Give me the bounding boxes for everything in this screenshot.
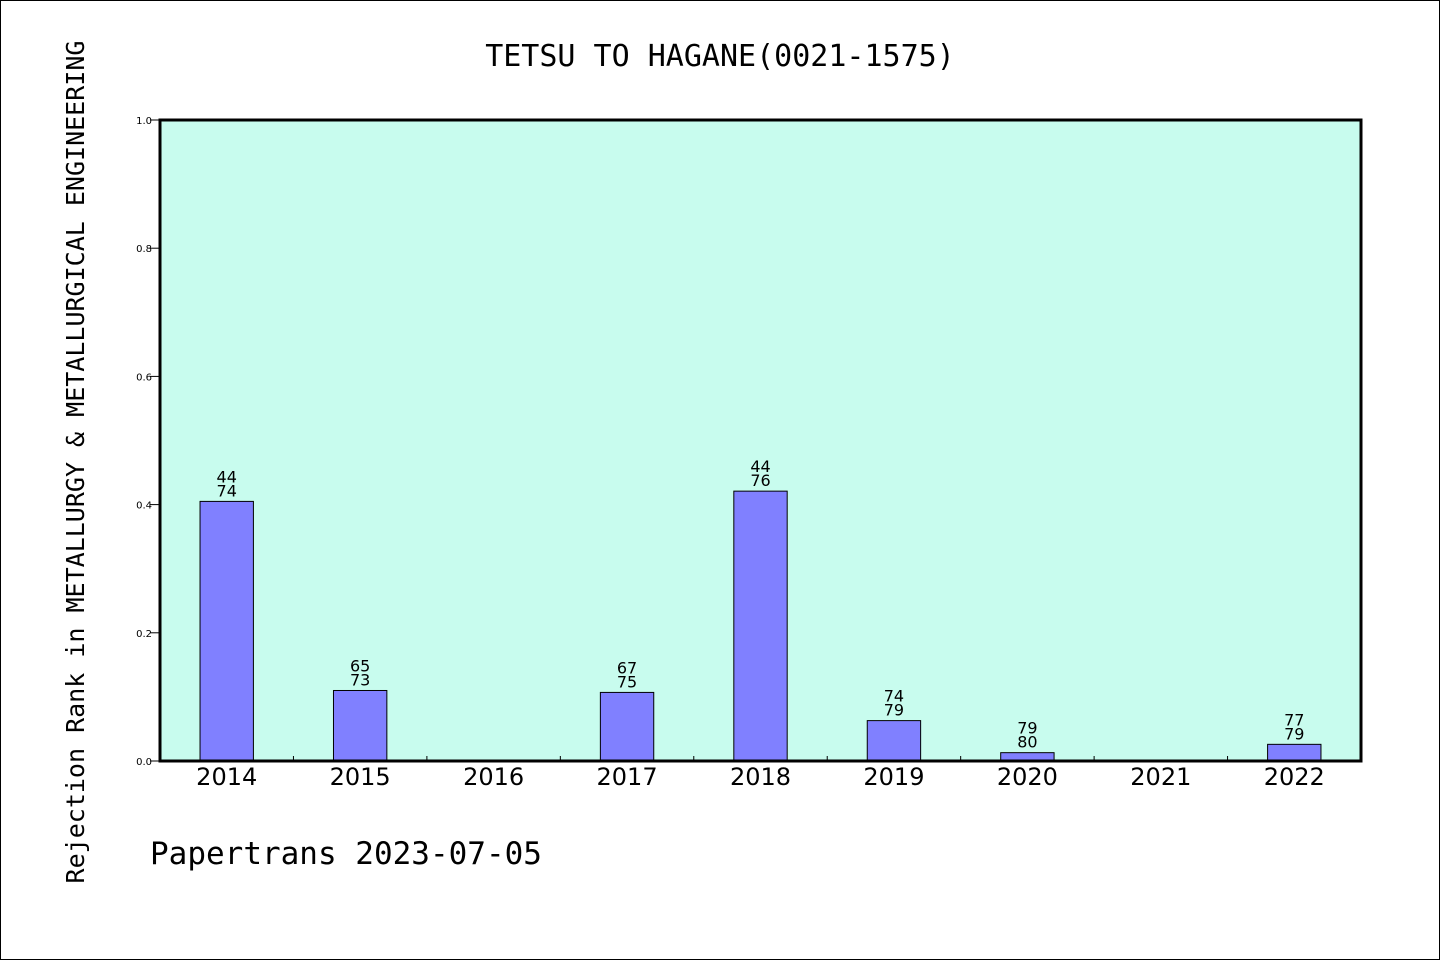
bar-label-top: 74 <box>884 687 904 706</box>
bar-2018 <box>733 490 788 762</box>
bar-2015 <box>332 689 388 762</box>
y-tick-label: 1.0 <box>136 116 152 127</box>
y-axis-label: Rejection Rank in METALLURGY & METALLURG… <box>61 41 90 884</box>
x-tick-label: 2022 <box>1264 763 1325 791</box>
chart-title: TETSU TO HAGANE(0021-1575) <box>485 39 955 74</box>
bar-label-bottom: 74 <box>217 481 237 500</box>
y-tick-label: 0.0 <box>136 757 152 768</box>
x-tick-label: 2021 <box>1130 763 1191 791</box>
x-axis: 2014 2015 2016 2017 2018 2019 2020 2021 2022 <box>196 756 1325 791</box>
footer-text: Papertrans 2023-07-05 <box>150 836 542 872</box>
y-tick-label: 0.8 <box>136 244 152 255</box>
bar-label-top: 79 <box>1017 719 1037 738</box>
bar-label-top: 67 <box>617 658 637 677</box>
y-tick-label: 0.6 <box>136 372 152 383</box>
y-tick-label: 0.2 <box>136 629 152 640</box>
bar-label-top: 44 <box>217 467 237 486</box>
x-tick-label: 2019 <box>863 763 924 791</box>
bar-2022 <box>1267 743 1322 762</box>
bar-label-bottom: 76 <box>750 471 770 490</box>
bar-label-bottom: 79 <box>884 701 904 720</box>
bar-label-top: 65 <box>350 656 370 675</box>
x-tick-label: 2020 <box>997 763 1058 791</box>
y-tick-label: 0.4 <box>136 501 152 512</box>
bar-2017 <box>599 691 655 762</box>
x-tick-label: 2017 <box>597 763 658 791</box>
y-axis: 0.0 0.2 0.4 0.6 0.8 1.0 <box>136 116 160 768</box>
bar-label-bottom: 73 <box>350 670 370 689</box>
plot-border <box>158 118 1363 763</box>
bar-2019 <box>866 720 922 762</box>
bar-2014 <box>199 500 254 762</box>
bar-label-top: 77 <box>1284 710 1304 729</box>
bar-label-bottom: 75 <box>617 672 637 691</box>
x-tick-label: 2016 <box>463 763 524 791</box>
x-tick-label: 2018 <box>730 763 791 791</box>
bar-label-top: 44 <box>750 457 770 476</box>
bar-label-bottom: 79 <box>1284 724 1304 743</box>
bar-label-bottom: 80 <box>1017 733 1037 752</box>
x-tick-label: 2015 <box>330 763 391 791</box>
x-tick-label: 2014 <box>196 763 257 791</box>
